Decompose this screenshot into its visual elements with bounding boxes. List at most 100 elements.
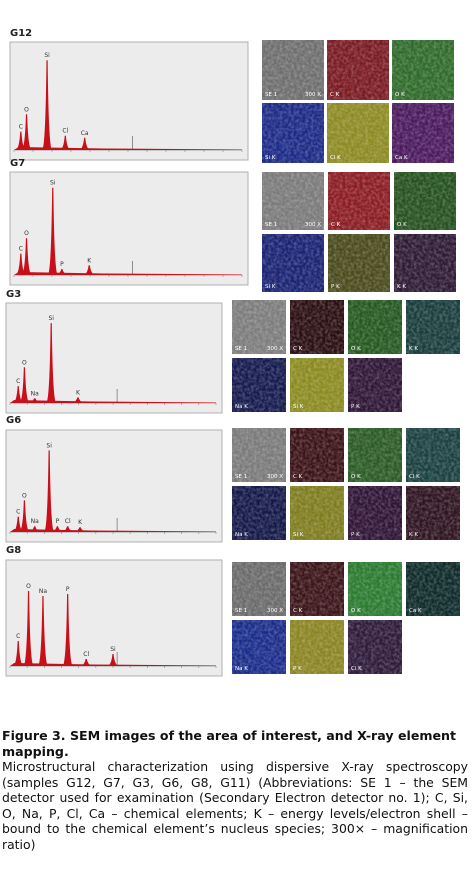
- peak-label: K: [76, 389, 81, 396]
- sample-label: G12: [10, 28, 32, 39]
- map-texture: [327, 40, 389, 100]
- map-label: SE 1: [235, 346, 247, 352]
- peak-label: O: [24, 106, 29, 113]
- spectrum-peak: [19, 500, 30, 532]
- map-label: Si K: [265, 155, 276, 161]
- caption: Figure 3. SEM images of the area of inte…: [2, 728, 468, 852]
- spectrum-peak: [37, 596, 48, 666]
- map-label: K K: [397, 284, 406, 290]
- map-label: O K: [395, 92, 405, 98]
- peak-label: Si: [50, 180, 56, 187]
- spectrum-peak: [21, 114, 32, 150]
- map-texture: [262, 234, 324, 292]
- peak-label: C: [16, 509, 20, 516]
- map-label: C K: [293, 474, 303, 480]
- peak-label: O: [22, 359, 27, 366]
- map-texture: [348, 620, 402, 674]
- map-texture: [392, 40, 454, 100]
- spectrum-peak: [19, 367, 30, 403]
- spectrum-peak: [84, 265, 95, 275]
- map-texture: [290, 300, 344, 354]
- map-label: C K: [293, 608, 303, 614]
- map-label: Cl K: [351, 666, 362, 672]
- map-texture: [290, 486, 344, 540]
- map-texture: [232, 486, 286, 540]
- peak-label: Ca: [81, 130, 89, 137]
- sample-label: G7: [10, 158, 25, 169]
- map-label: K K: [409, 532, 418, 538]
- map-label: Si K: [293, 532, 304, 538]
- map-texture: [290, 428, 344, 482]
- map-label: O K: [351, 608, 361, 614]
- peak-label: Si: [44, 52, 50, 59]
- map-label: Si K: [265, 284, 276, 290]
- map-label: C K: [330, 92, 340, 98]
- map-texture: [232, 300, 286, 354]
- map-texture: [290, 358, 344, 412]
- peak-label: O: [26, 583, 31, 590]
- sample-label: G8: [6, 545, 21, 556]
- spectrum-background: [10, 529, 216, 532]
- map-label: K K: [409, 346, 418, 352]
- spectrum-peak: [15, 131, 26, 150]
- map-texture: [262, 40, 324, 100]
- peak-label: Si: [48, 315, 54, 322]
- peak-label: C: [19, 246, 23, 253]
- map-texture: [232, 428, 286, 482]
- caption-body: Microstructural characterization using d…: [2, 759, 468, 852]
- peak-label: P: [66, 586, 70, 593]
- map-texture: [348, 300, 402, 354]
- spectrum-background: [10, 663, 216, 666]
- map-label: Na K: [235, 666, 248, 672]
- map-texture: [406, 428, 460, 482]
- map-texture: [348, 562, 402, 616]
- spectrum-peak: [44, 450, 55, 532]
- map-label: O K: [351, 474, 361, 480]
- spectrum-frame: [5, 302, 223, 414]
- spectrum-peak: [42, 60, 53, 150]
- map-texture: [394, 172, 456, 230]
- map-label: Si K: [293, 404, 304, 410]
- map-label: O K: [351, 346, 361, 352]
- spectrum-background: [10, 400, 216, 403]
- map-texture: [232, 562, 286, 616]
- spectrum-peak: [46, 323, 57, 403]
- spectrum-peak: [15, 253, 26, 275]
- figure: G12 C O Si Cl Ca SE 1 300 X C K O K Si K Cl K Ca K G7…: [5, 28, 460, 677]
- sample-label: G3: [6, 289, 21, 300]
- map-label: Ca K: [409, 608, 422, 614]
- map-texture: [394, 234, 456, 292]
- peak-label: C: [16, 378, 20, 385]
- caption-title: Figure 3. SEM images of the area of inte…: [2, 728, 457, 759]
- spectrum-peak: [21, 238, 32, 275]
- map-texture: [290, 620, 344, 674]
- map-label: O K: [397, 222, 407, 228]
- peak-label: Si: [110, 646, 116, 653]
- spectrum-peak: [47, 187, 58, 275]
- map-texture: [328, 172, 390, 230]
- map-label: Cl K: [330, 155, 341, 161]
- map-texture: [392, 103, 454, 163]
- sample-label: G6: [6, 415, 21, 426]
- spectrum-background: [14, 272, 242, 275]
- map-texture: [262, 103, 324, 163]
- spectrum-frame: [5, 429, 223, 543]
- map-texture: [348, 358, 402, 412]
- map-texture: [290, 562, 344, 616]
- spectrum-peak: [60, 135, 71, 150]
- map-label: SE 1: [235, 608, 247, 614]
- spectrum-frame: [9, 171, 249, 286]
- spectrum-peak: [79, 137, 90, 150]
- map-texture: [232, 358, 286, 412]
- map-magnification: 300 X: [267, 346, 283, 352]
- spectrum-peak: [108, 654, 118, 666]
- peak-label: K: [78, 519, 83, 526]
- peak-label: Na: [31, 390, 39, 397]
- map-label: P K: [351, 404, 360, 410]
- map-magnification: 300 X: [305, 222, 321, 228]
- peak-label: Na: [39, 588, 47, 595]
- map-label: P K: [331, 284, 340, 290]
- map-label: C K: [293, 346, 303, 352]
- spectrum-background: [14, 147, 242, 150]
